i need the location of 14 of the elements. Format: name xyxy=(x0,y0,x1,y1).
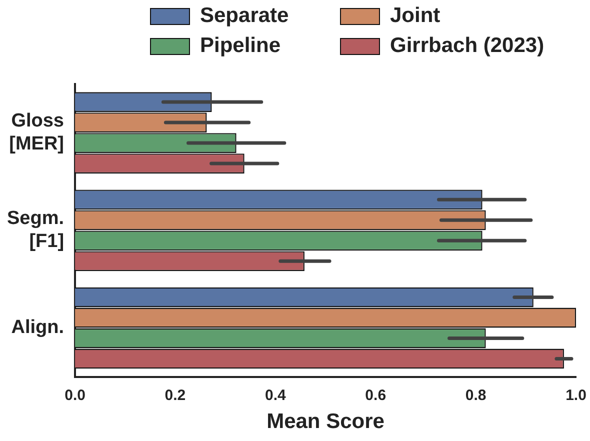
legend-label: Pipeline xyxy=(200,34,281,58)
legend-label: Girrbach (2023) xyxy=(390,34,544,58)
x-tick-label: 0.8 xyxy=(465,386,486,404)
x-axis-title: Mean Score xyxy=(266,410,384,434)
y-tick-label: Gloss [MER] xyxy=(9,110,64,154)
x-tick-label: 1.0 xyxy=(566,386,586,404)
legend-label: Joint xyxy=(390,4,440,28)
y-tick-label: Align. xyxy=(11,317,64,338)
y-tick-label: Segm. [F1] xyxy=(6,208,64,252)
legend-label: Separate xyxy=(200,4,289,28)
x-tick-label: 0.4 xyxy=(264,386,286,404)
x-tick-label: 0.2 xyxy=(164,386,186,404)
x-tick-label: 0.6 xyxy=(365,386,386,404)
x-tick-label: 0.0 xyxy=(64,386,86,404)
